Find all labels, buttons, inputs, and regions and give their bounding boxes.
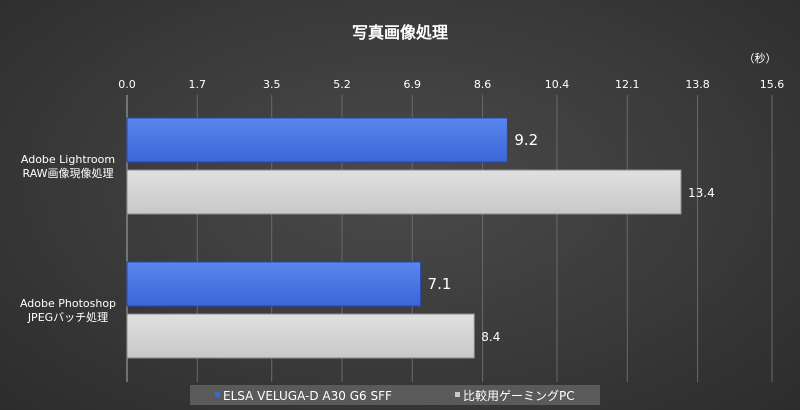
category-label: Adobe Lightroom [21,153,115,166]
data-label: 8.4 [481,330,500,344]
x-tick-label: 5.2 [333,78,351,91]
category-label: JPEGバッチ処理 [27,311,108,324]
x-tick-label: 12.1 [615,78,640,91]
bar [126,169,682,215]
legend-swatch [455,392,460,397]
data-label: 9.2 [514,131,538,149]
x-tick-label: 3.5 [263,78,281,91]
unit-label: （秒） [744,51,777,65]
x-axis-ticks: 0.0 1.7 3.5 5.2 6.9 8.6 10.4 12.1 13.8 15.6 [118,78,784,91]
bar [126,261,422,307]
legend-entry: ELSA VELUGA-D A30 G6 SFF [223,389,392,403]
data-label: 13.4 [688,186,715,200]
chart-title: 写真画像処理 [352,23,448,42]
x-tick-label: 1.7 [189,78,207,91]
x-tick-label: 15.6 [760,78,785,91]
legend: ELSA VELUGA-D A30 G6 SFF 比較用ゲーミングPC [190,385,600,405]
x-tick-label: 10.4 [545,78,570,91]
legend-swatch [215,392,220,397]
x-tick-label: 13.8 [685,78,710,91]
data-label: 7.1 [428,275,452,293]
bars: 9.2 13.4 7.1 8.4 [126,117,715,359]
legend-entry: 比較用ゲーミングPC [463,388,575,403]
bar [126,313,475,359]
legend-box [190,385,600,405]
x-tick-label: 6.9 [404,78,422,91]
category-label: RAW画像現像処理 [23,167,114,180]
x-tick-label: 0.0 [118,78,136,91]
x-tick-label: 8.6 [474,78,492,91]
bar [126,117,508,163]
category-label: Adobe Photoshop [20,297,116,310]
